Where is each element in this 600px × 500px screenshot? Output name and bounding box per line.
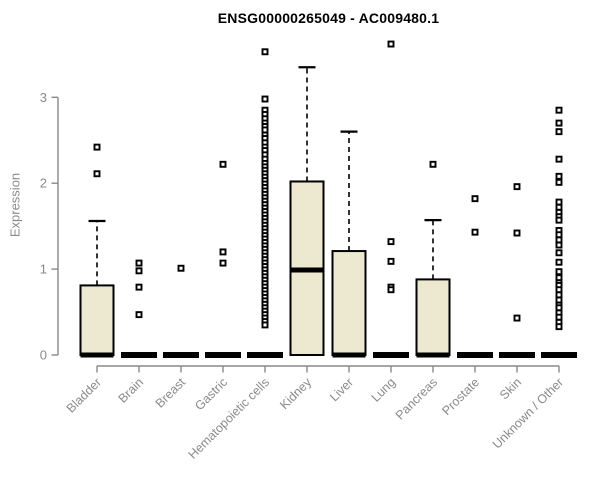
- outlier-point: [261, 321, 269, 329]
- y-tick-label: 0: [40, 348, 47, 363]
- outlier-point: [135, 259, 143, 267]
- outlier-point: [555, 106, 563, 114]
- median-bar: [541, 352, 577, 358]
- outlier-point: [555, 119, 563, 127]
- x-tick-label: Gastric: [192, 375, 230, 413]
- outlier-point: [429, 160, 437, 168]
- median-bar: [163, 352, 199, 358]
- x-tick-label: Pancreas: [393, 375, 440, 422]
- outlier-point: [219, 160, 227, 168]
- x-tick-label: Skin: [497, 375, 524, 402]
- median-bar: [121, 352, 157, 358]
- outlier-point: [555, 241, 563, 249]
- outlier-point: [135, 283, 143, 291]
- outlier-point: [513, 314, 521, 322]
- outlier-point: [135, 267, 143, 275]
- outlier-point: [471, 228, 479, 236]
- outlier-point: [555, 258, 563, 266]
- outlier-point: [387, 257, 395, 265]
- outlier-point: [219, 259, 227, 267]
- outlier-point: [387, 238, 395, 246]
- median-bar: [247, 352, 283, 358]
- outlier-point: [93, 143, 101, 151]
- outlier-point: [219, 248, 227, 256]
- x-tick-label: Unknown / Other: [490, 375, 566, 451]
- box: [331, 250, 367, 357]
- outlier-point: [261, 95, 269, 103]
- y-tick-label: 3: [40, 90, 47, 105]
- x-tick-label: Kidney: [277, 375, 314, 412]
- x-tick-label: Lung: [369, 375, 399, 405]
- outlier-point: [93, 170, 101, 178]
- chart-title: ENSG00000265049 - AC009480.1: [217, 10, 440, 26]
- outlier-point: [471, 195, 479, 203]
- median-bar: [457, 352, 493, 358]
- x-tick-label: Brain: [116, 375, 147, 406]
- x-tick-label: Liver: [327, 375, 356, 404]
- median-bar: [499, 352, 535, 358]
- outlier-point: [555, 249, 563, 257]
- median-bar: [205, 352, 241, 358]
- y-tick-label: 1: [40, 262, 47, 277]
- outlier-point: [555, 128, 563, 136]
- outlier-point: [177, 264, 185, 272]
- outlier-point: [513, 229, 521, 237]
- x-tick-label: Hematopoietic cells: [186, 375, 273, 462]
- outlier-point: [387, 286, 395, 294]
- outlier-point: [387, 40, 395, 48]
- outlier-point: [555, 216, 563, 224]
- x-tick-label: Bladder: [64, 375, 104, 415]
- outlier-point: [555, 155, 563, 163]
- outlier-point: [555, 268, 563, 276]
- y-tick-label: 2: [40, 176, 47, 191]
- median-bar: [373, 352, 409, 358]
- outlier-point: [555, 323, 563, 331]
- box: [415, 278, 451, 356]
- outlier-point: [135, 311, 143, 319]
- box: [79, 284, 115, 356]
- outlier-point: [555, 178, 563, 186]
- outlier-point: [555, 172, 563, 180]
- outlier-point: [513, 183, 521, 191]
- outlier-point: [261, 48, 269, 56]
- x-tick-label: Prostate: [439, 375, 482, 418]
- x-tick-label: Breast: [153, 375, 189, 411]
